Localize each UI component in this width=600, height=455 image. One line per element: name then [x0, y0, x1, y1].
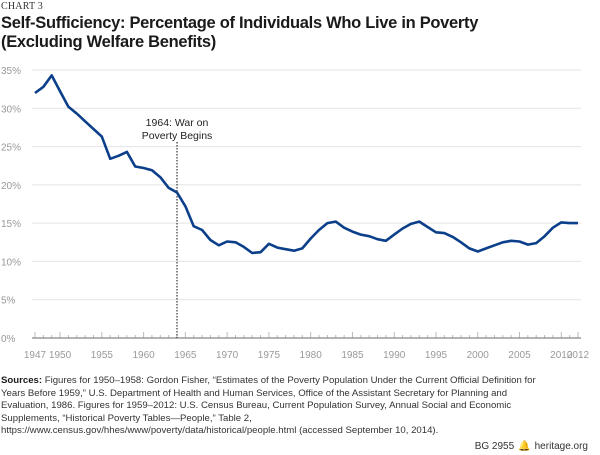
chart-label: CHART 3 — [1, 1, 44, 12]
y-tick-label: 30% — [1, 104, 21, 115]
x-tick-label: 1980 — [300, 350, 323, 361]
x-tick-label: 1990 — [383, 350, 406, 361]
chart-title-line-1: Self-Sufficiency: Percentage of Individu… — [1, 14, 479, 32]
x-tick-label: 2010 — [550, 350, 573, 361]
chart-title-line-2: (Excluding Welfare Benefits) — [1, 33, 217, 51]
y-tick-label: 25% — [1, 143, 21, 154]
sources-text: Figures for 1950–1958: Gordon Fisher, “E… — [1, 375, 536, 436]
x-tick-label: 1975 — [258, 350, 281, 361]
x-tick-label: 1965 — [174, 350, 197, 361]
x-tick-label: 1947 — [24, 350, 47, 361]
chart-title: Self-Sufficiency: Percentage of Individu… — [1, 14, 561, 52]
x-tick-label: 2000 — [467, 350, 490, 361]
footer-site: heritage.org — [534, 441, 588, 452]
y-tick-label: 0% — [1, 334, 16, 345]
sources-label: Sources: — [1, 375, 43, 386]
x-tick-label: 1960 — [132, 350, 155, 361]
x-tick-label: 2012 — [567, 350, 590, 361]
y-tick-label: 10% — [1, 257, 21, 268]
annotation-text: Poverty Begins — [142, 130, 213, 142]
x-tick-label: 1955 — [91, 350, 114, 361]
footer-code: BG 2955 — [474, 441, 515, 452]
x-tick-label: 1970 — [216, 350, 239, 361]
y-tick-label: 5% — [1, 296, 16, 307]
x-tick-label: 2005 — [508, 350, 531, 361]
poverty-rate-line — [34, 74, 578, 255]
x-tick-label: 1985 — [341, 350, 364, 361]
line-chart: 0% 5% 10% 15% 20% 25% 30% 35% 1947 1950 1955 1960 19… — [1, 66, 590, 361]
y-tick-label: 20% — [1, 181, 21, 192]
y-tick-label: 15% — [1, 219, 21, 230]
x-tick-label: 1995 — [425, 350, 448, 361]
x-tick-label: 1950 — [49, 350, 72, 361]
sources-note: Sources: Figures for 1950–1958: Gordon F… — [1, 375, 541, 438]
y-tick-label: 35% — [1, 66, 21, 77]
liberty-bell-icon: 🔔 — [518, 441, 531, 452]
footer: BG 2955 🔔 heritage.org — [475, 441, 588, 452]
annotation-text: 1964: War on — [146, 117, 209, 129]
